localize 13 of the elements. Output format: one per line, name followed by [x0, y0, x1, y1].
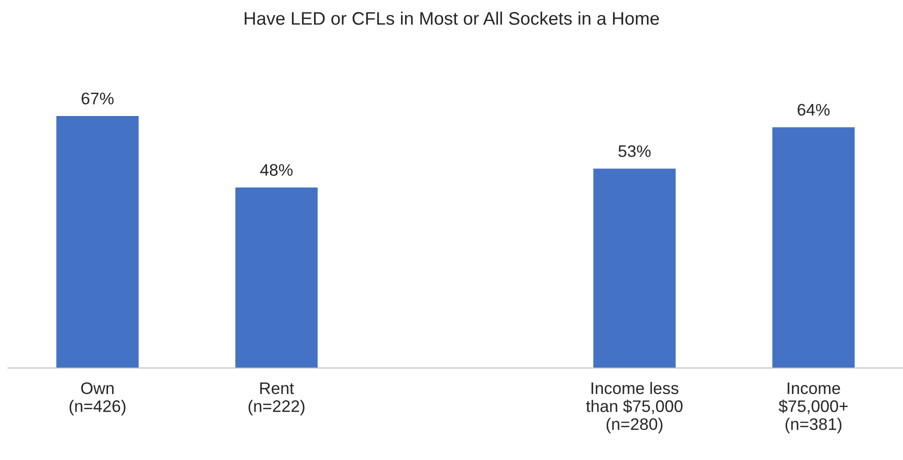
bar — [593, 168, 676, 368]
data-label: 67% — [82, 92, 114, 104]
x-tick-label: Income $75,000+ (n=381) — [778, 382, 848, 434]
bar — [235, 187, 318, 368]
x-tick-label: Own (n=426) — [70, 382, 126, 416]
chart-title: Have LED or CFLs in Most or All Sockets in a Home — [244, 12, 659, 25]
data-label: 48% — [260, 164, 293, 176]
data-label: 64% — [798, 104, 830, 116]
data-label: 53% — [618, 145, 651, 158]
bar — [56, 116, 139, 368]
x-tick-label: Income less than $75,000 (n=280) — [586, 382, 683, 434]
bar — [772, 127, 855, 368]
x-tick-label: Rent (n=222) — [248, 382, 304, 416]
